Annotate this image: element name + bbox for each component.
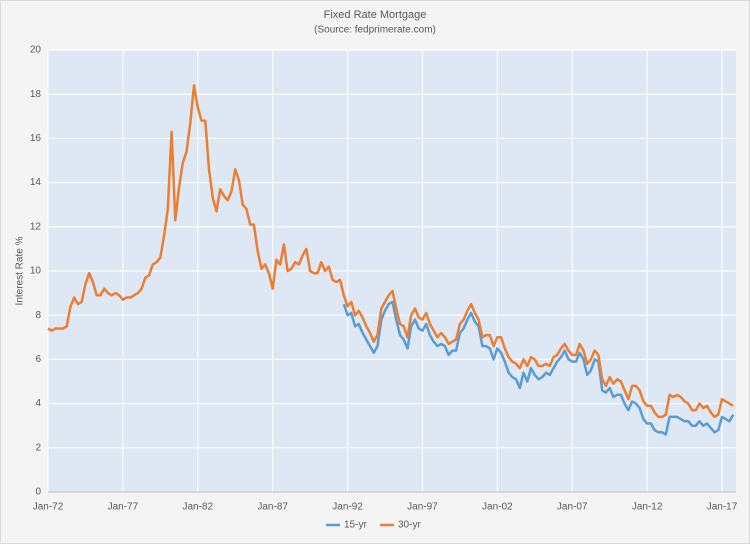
- x-tick-label: Jan-07: [557, 502, 588, 513]
- y-tick-label: 6: [35, 354, 41, 365]
- x-tick-label: Jan-77: [108, 502, 139, 513]
- x-tick-label: Jan-87: [257, 502, 288, 513]
- x-tick-label: Jan-02: [482, 502, 513, 513]
- legend-label: 30-yr: [398, 520, 421, 531]
- chart-title: Fixed Rate Mortgage: [324, 9, 427, 21]
- y-tick-label: 12: [30, 221, 42, 232]
- x-tick-label: Jan-82: [182, 502, 213, 513]
- y-tick-label: 0: [35, 487, 41, 498]
- x-tick-label: Jan-92: [332, 502, 363, 513]
- series-line: [47, 84, 734, 419]
- y-tick-label: 16: [30, 133, 42, 144]
- y-tick-label: 8: [35, 310, 41, 321]
- y-tick-label: 18: [30, 89, 42, 100]
- series-line: [342, 300, 735, 436]
- legend-label: 15-yr: [344, 520, 367, 531]
- y-tick-label: 10: [30, 266, 42, 277]
- y-tick-label: 14: [30, 177, 42, 188]
- y-tick-label: 20: [30, 45, 42, 56]
- y-tick-label: 4: [35, 398, 41, 409]
- x-tick-label: Jan-72: [33, 502, 64, 513]
- x-tick-label: Jan-17: [707, 502, 738, 513]
- y-axis-label: Interest Rate %: [15, 236, 26, 305]
- y-tick-label: 2: [35, 442, 41, 453]
- x-tick-label: Jan-12: [632, 502, 663, 513]
- chart-subtitle: (Source: fedprimerate.com): [314, 25, 436, 36]
- x-tick-label: Jan-97: [407, 502, 438, 513]
